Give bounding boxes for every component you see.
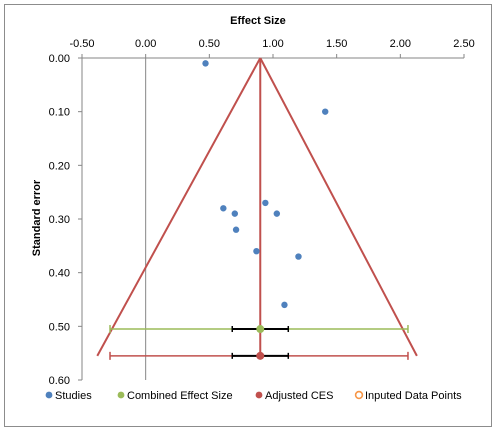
x-axis-title: Effect Size <box>230 15 286 27</box>
x-tick-label: 1.50 <box>326 38 347 50</box>
study-point <box>262 199 269 207</box>
legend-marker-0 <box>45 391 53 399</box>
axes: -0.50 0.00 0.50 1.00 1.50 2.00 2.50 0.00 0.10 0.2… <box>49 38 475 387</box>
study-point <box>253 248 260 255</box>
x-tick-label: 2.00 <box>390 38 411 50</box>
y-tick-label: 0.60 <box>49 375 70 387</box>
legend-label-3: Inputed Data Points <box>365 390 462 402</box>
y-tick-label: 0.20 <box>49 160 70 172</box>
x-tick-label: -0.50 <box>69 38 94 50</box>
y-tick-label: 0.10 <box>49 107 70 119</box>
legend: Studies Combined Effect Size Adjusted CES I… <box>45 390 462 402</box>
legend-label-0: Studies <box>55 390 92 402</box>
study-point <box>295 253 302 260</box>
combined-effect-point <box>256 325 265 334</box>
adjusted-ces-point <box>256 351 265 360</box>
x-tick-label: 2.50 <box>453 38 474 50</box>
study-point <box>231 210 238 217</box>
legend-label-2: Adjusted CES <box>265 390 333 402</box>
legend-marker-2 <box>255 391 263 399</box>
x-tick-label: 0.50 <box>199 38 220 50</box>
legend-marker-1 <box>117 391 125 399</box>
y-tick-label: 0.50 <box>49 321 70 333</box>
funnel-right-edge <box>259 57 418 357</box>
study-point <box>202 60 209 67</box>
legend-label-1: Combined Effect Size <box>127 390 233 402</box>
y-tick-label: 0.40 <box>49 268 70 280</box>
study-point <box>281 301 288 309</box>
funnel-left-edge <box>96 57 262 357</box>
points-layer <box>202 60 329 360</box>
y-tick-label: 0.30 <box>49 214 70 226</box>
legend-marker-3 <box>354 390 364 400</box>
y-tick-label: 0.00 <box>49 53 70 65</box>
study-point <box>220 205 227 212</box>
study-point <box>232 226 240 233</box>
study-point <box>273 210 281 217</box>
y-axis-title: Standard error <box>31 179 43 256</box>
x-tick-label: 0.00 <box>135 38 156 50</box>
funnel-layer <box>96 57 418 357</box>
study-point <box>322 108 329 115</box>
x-tick-label: 1.00 <box>262 38 283 50</box>
